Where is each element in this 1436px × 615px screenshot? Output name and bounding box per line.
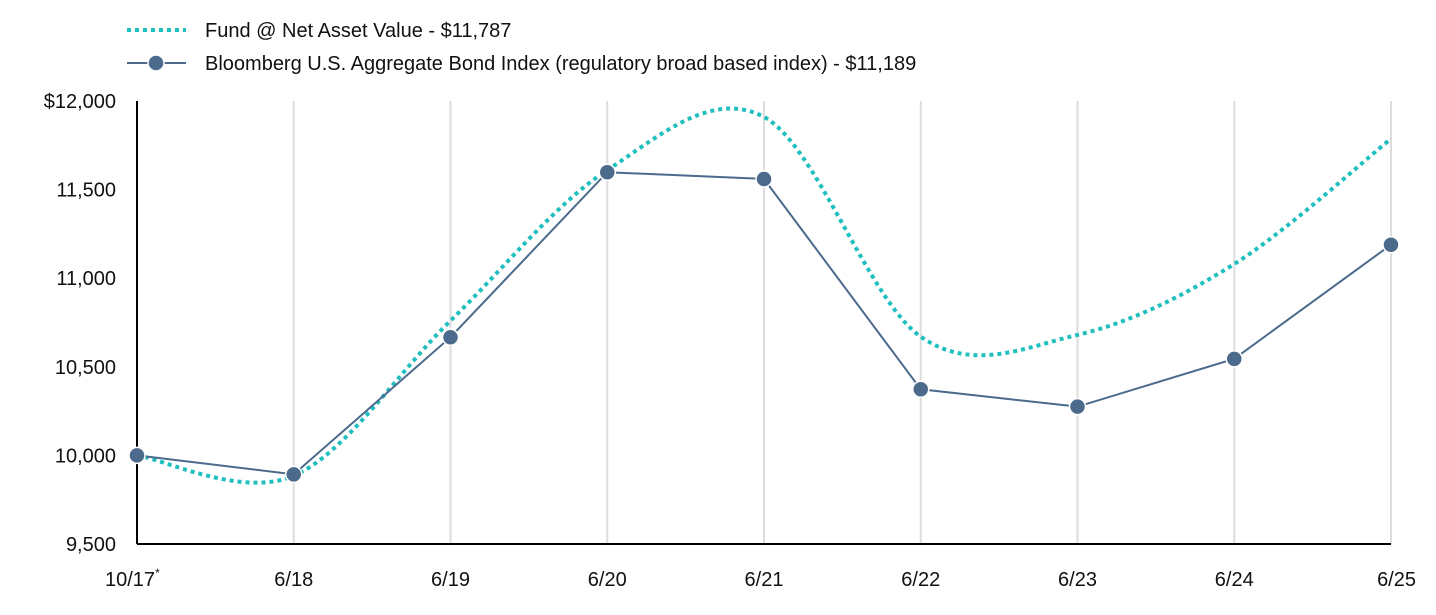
axes xyxy=(136,101,1391,545)
x-tick-label: 6/20 xyxy=(588,569,627,591)
x-tick-label: 6/23 xyxy=(1058,569,1097,591)
index-point-6-23 xyxy=(1068,397,1087,416)
index-point-6-20 xyxy=(598,163,616,181)
x-tick-label: 6/18 xyxy=(274,569,313,591)
index-point-6-18 xyxy=(285,465,303,484)
legend-swatch-index-marker xyxy=(147,54,165,72)
index-point-6-21 xyxy=(755,170,773,188)
y-tick-label: 10,000 xyxy=(55,445,116,467)
index-point-6-19 xyxy=(441,328,460,346)
index-point-6-25 xyxy=(1382,235,1400,254)
x-tick-label: 6/22 xyxy=(901,569,940,591)
x-tick-footnote-marker: * xyxy=(155,566,160,580)
series-markers xyxy=(128,163,1400,484)
x-tick-label: 6/21 xyxy=(745,569,784,591)
index-point-6-24 xyxy=(1225,350,1243,368)
legend-label-fund: Fund @ Net Asset Value - $11,787 xyxy=(205,20,511,42)
y-tick-labels: 9,500 10,000 10,500 11,000 11,500 $12,000 xyxy=(44,91,116,556)
index-point-10-17 xyxy=(128,446,146,465)
x-tick-label: 6/25 xyxy=(1377,569,1416,591)
x-tick-label: 6/19 xyxy=(431,569,470,591)
x-tick-labels: 10/17* 6/18 6/19 6/20 6/21 6/22 6/23 6/24 6/25 xyxy=(105,566,1416,591)
vertical-gridlines xyxy=(292,101,1392,544)
y-tick-label: $12,000 xyxy=(44,91,116,113)
y-tick-label: 9,500 xyxy=(66,534,116,556)
y-tick-label: 11,000 xyxy=(56,268,116,290)
index-point-6-22 xyxy=(912,380,930,399)
y-tick-label: 11,500 xyxy=(56,180,116,202)
legend-label-index: Bloomberg U.S. Aggregate Bond Index (reg… xyxy=(205,53,916,75)
x-tick-label: 6/24 xyxy=(1215,569,1254,591)
x-tick-label: 10/17* xyxy=(105,566,160,591)
legend: Fund @ Net Asset Value - $11,787 Bloomber… xyxy=(127,20,916,75)
y-tick-label: 10,500 xyxy=(55,357,116,379)
